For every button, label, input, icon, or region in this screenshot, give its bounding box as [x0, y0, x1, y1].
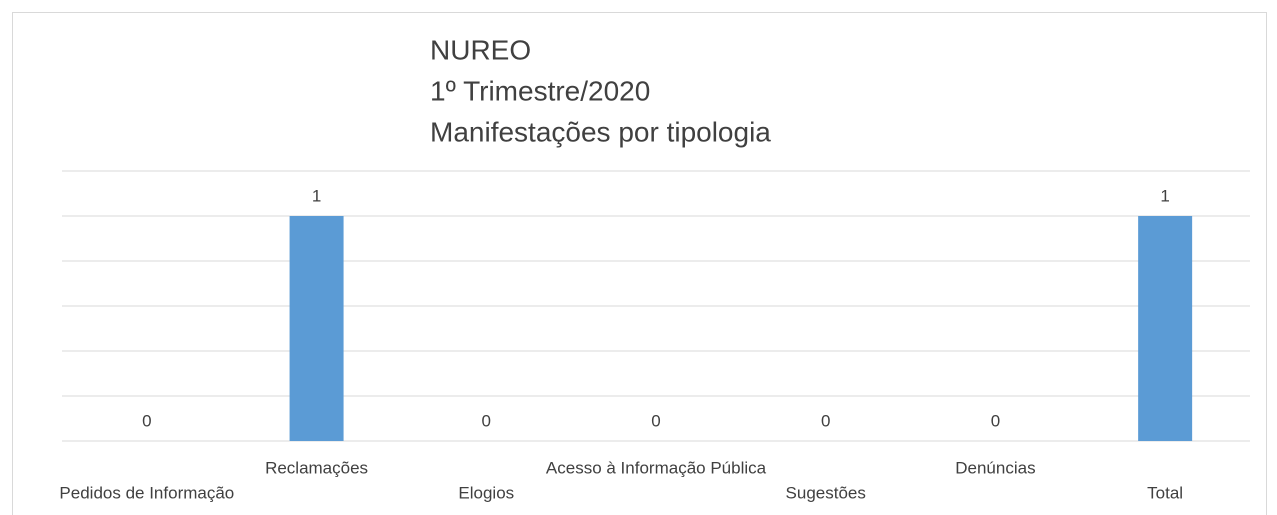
data-label: 1 [312, 186, 321, 205]
x-tick-label: Denúncias [955, 458, 1035, 477]
x-tick-label: Elogios [458, 483, 514, 502]
x-tick-label: Acesso à Informação Pública [546, 458, 767, 477]
x-tick-label: Sugestões [786, 483, 866, 502]
bar [1138, 216, 1193, 441]
data-label: 1 [1160, 186, 1169, 205]
data-label: 0 [991, 411, 1000, 430]
data-label: 0 [142, 411, 151, 430]
bar [289, 216, 344, 441]
chart-title: NUREO [430, 34, 531, 65]
x-tick-label: Reclamações [265, 458, 368, 477]
chart-border [12, 12, 1267, 515]
data-label: 0 [482, 411, 491, 430]
chart-title: 1º Trimestre/2020 [430, 75, 650, 106]
x-tick-label: Total [1147, 483, 1183, 502]
chart-title: Manifestações por tipologia [430, 116, 771, 147]
data-label: 0 [821, 411, 830, 430]
x-tick-label: Pedidos de Informação [59, 483, 234, 502]
data-label: 0 [651, 411, 660, 430]
